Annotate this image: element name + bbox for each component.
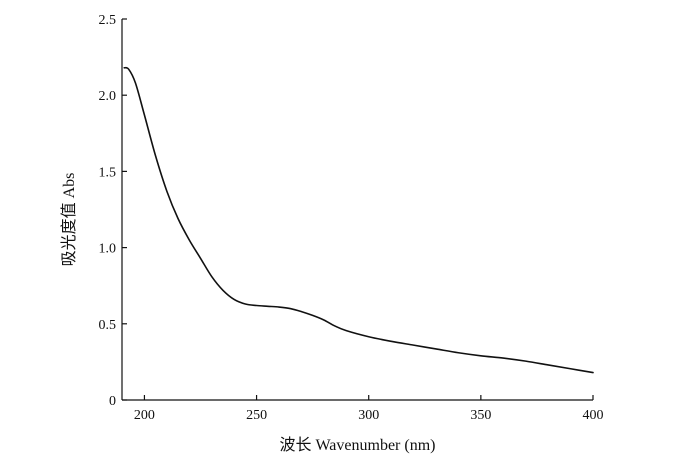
series-line: [123, 66, 594, 374]
x-tick-label: 350: [470, 408, 491, 423]
y-tick-label: 2.0: [99, 89, 117, 104]
y-axis-title: 吸光度值 Abs: [60, 173, 78, 267]
x-axis-title: 波长 Wavenumber (nm): [279, 436, 435, 454]
x-ticks: 200 250 300 350 400: [134, 395, 604, 423]
x-tick-label: 200: [134, 408, 155, 423]
x-tick-label: 250: [246, 408, 267, 423]
y-tick-label: 1.5: [99, 165, 117, 180]
y-tick-label: 0.5: [99, 318, 117, 333]
y-tick-label: 0: [109, 394, 116, 409]
axes: [121, 19, 593, 401]
series-group: [123, 66, 594, 374]
y-ticks: 0 0.5 1.0 1.5 2.0 2.5: [99, 13, 127, 409]
x-tick-label: 300: [358, 408, 379, 423]
y-tick-label: 1.0: [99, 242, 117, 257]
x-tick-label: 400: [583, 408, 604, 423]
y-tick-label: 2.5: [99, 13, 117, 28]
